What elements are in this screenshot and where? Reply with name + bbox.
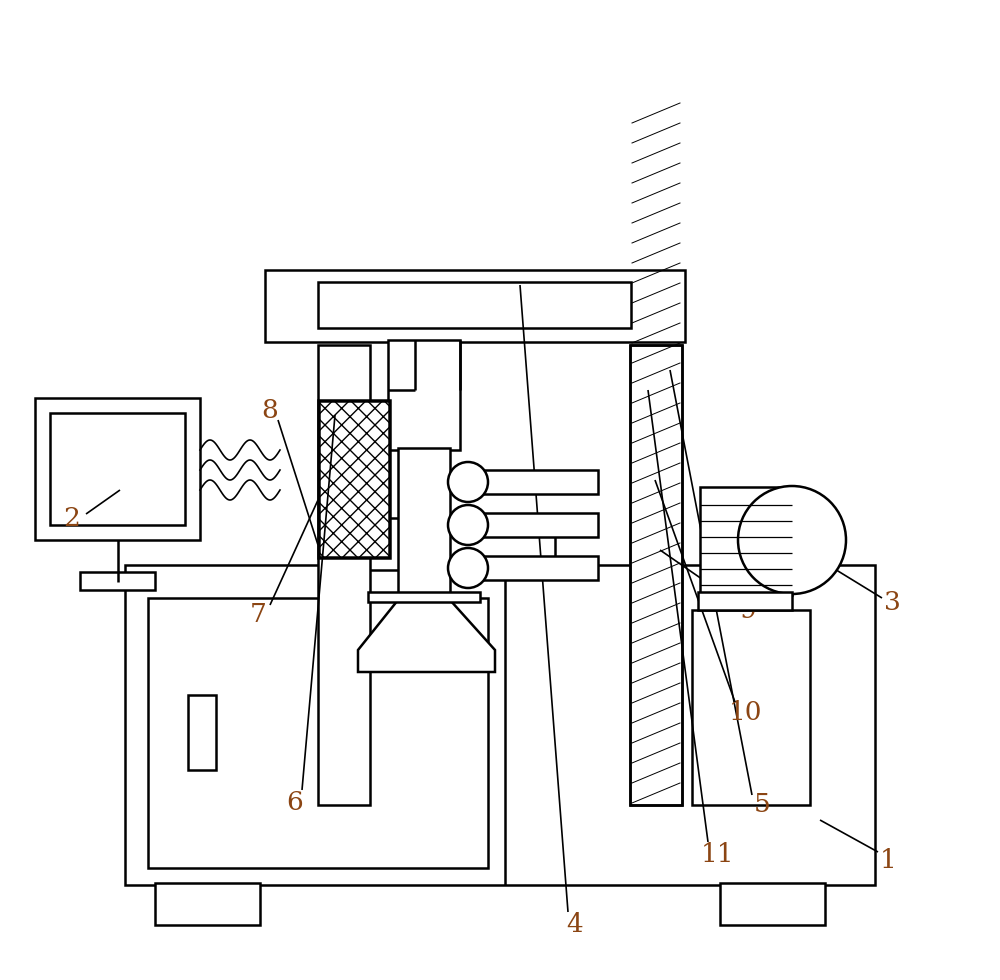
Bar: [630, 345, 682, 805]
Circle shape: [738, 486, 846, 594]
Bar: [335, 518, 555, 570]
Bar: [318, 400, 390, 558]
Text: 5: 5: [754, 793, 770, 817]
Text: 4: 4: [567, 912, 583, 938]
Bar: [630, 345, 682, 805]
Text: 3: 3: [884, 590, 900, 614]
Circle shape: [448, 462, 488, 502]
Bar: [155, 883, 260, 925]
Text: 7: 7: [250, 603, 266, 627]
Text: 2: 2: [64, 506, 80, 530]
Bar: [50, 413, 185, 525]
Text: 6: 6: [287, 790, 303, 814]
Bar: [468, 513, 598, 537]
Bar: [398, 448, 450, 600]
Text: 10: 10: [728, 700, 762, 724]
Text: 8: 8: [262, 398, 278, 422]
Text: 9: 9: [740, 598, 756, 622]
Bar: [318, 345, 370, 805]
Bar: [188, 695, 216, 770]
Bar: [148, 598, 488, 868]
Bar: [265, 270, 685, 342]
Bar: [319, 401, 389, 557]
Bar: [700, 487, 792, 595]
Text: 1: 1: [880, 848, 896, 872]
Bar: [80, 572, 155, 590]
Circle shape: [448, 505, 488, 545]
Bar: [692, 610, 810, 805]
Bar: [318, 282, 631, 328]
Bar: [35, 398, 200, 540]
Circle shape: [448, 548, 488, 588]
Bar: [698, 592, 792, 610]
Bar: [125, 565, 875, 885]
Polygon shape: [358, 600, 495, 672]
Bar: [468, 556, 598, 580]
Text: 11: 11: [701, 843, 735, 867]
Bar: [368, 592, 480, 602]
Bar: [388, 340, 460, 450]
Bar: [468, 470, 598, 494]
Bar: [720, 883, 825, 925]
